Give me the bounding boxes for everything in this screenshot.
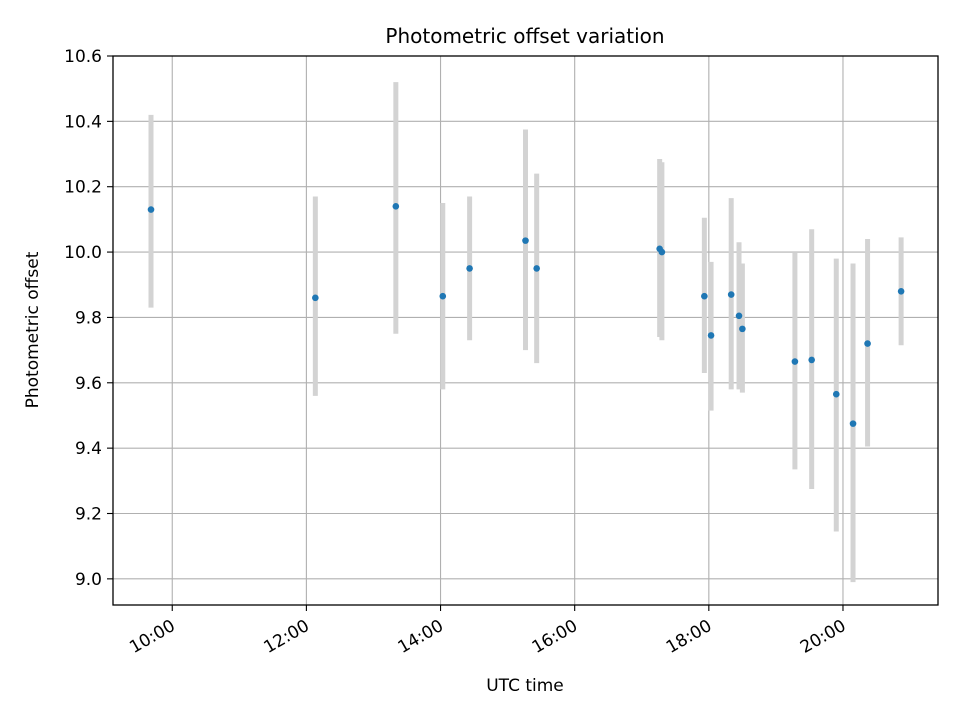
data-point bbox=[701, 292, 708, 300]
data-point bbox=[897, 287, 905, 295]
data-point bbox=[739, 325, 746, 333]
y-tick-label: 9.8 bbox=[75, 308, 102, 328]
plot-frame bbox=[112, 55, 939, 606]
data-point bbox=[808, 356, 815, 364]
data-point bbox=[791, 358, 799, 365]
y-axis-label: Photometric offset bbox=[23, 251, 43, 408]
y-tick-label: 9.4 bbox=[75, 439, 102, 459]
y-tick-label: 10.0 bbox=[64, 243, 102, 263]
y-axis-ticks: 9.0 9.2 9.4 9.6 9.8 10.0 10.2 10.4 10.6 bbox=[64, 47, 113, 590]
y-tick-label: 10.4 bbox=[64, 112, 102, 132]
data-point bbox=[312, 294, 319, 302]
data-point bbox=[466, 265, 473, 272]
y-tick-label: 9.0 bbox=[75, 570, 102, 590]
data-point bbox=[439, 292, 447, 300]
data-point bbox=[864, 340, 871, 347]
data-point bbox=[658, 248, 666, 256]
x-axis-label: UTC time bbox=[486, 676, 564, 696]
data-point bbox=[707, 332, 715, 339]
data-point bbox=[727, 291, 735, 298]
data-point bbox=[832, 390, 840, 398]
y-tick-label: 9.2 bbox=[75, 505, 102, 525]
chart-title: Photometric offset variation bbox=[385, 24, 664, 48]
data-points bbox=[147, 203, 905, 427]
y-tick-label: 9.6 bbox=[75, 374, 102, 394]
y-tick-label: 10.6 bbox=[64, 47, 102, 67]
data-point bbox=[735, 312, 743, 320]
data-point bbox=[849, 420, 857, 427]
data-point bbox=[533, 265, 540, 272]
data-point bbox=[147, 206, 155, 213]
data-point bbox=[522, 237, 529, 244]
y-tick-label: 10.2 bbox=[64, 178, 102, 198]
data-point bbox=[392, 203, 400, 210]
